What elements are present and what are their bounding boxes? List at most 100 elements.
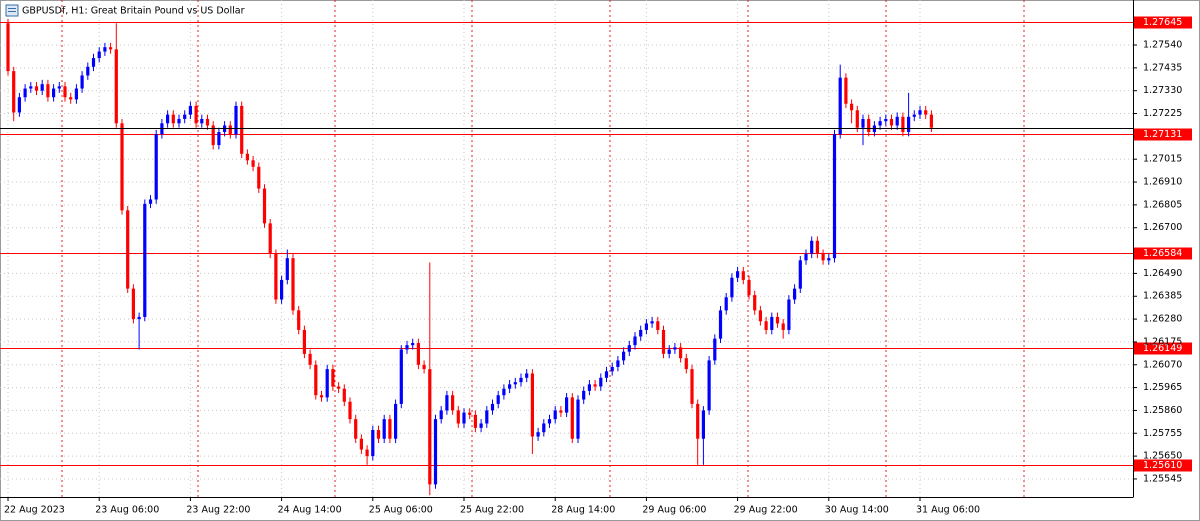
candle-body bbox=[217, 132, 221, 146]
candle-body bbox=[428, 369, 432, 485]
candle-body bbox=[291, 258, 295, 311]
candle-body bbox=[416, 343, 420, 365]
candle-body bbox=[644, 323, 648, 330]
candle-body bbox=[827, 258, 831, 261]
candle-body bbox=[502, 388, 506, 396]
candle-body bbox=[889, 118, 894, 126]
candle-body bbox=[399, 349, 403, 404]
candle-body bbox=[690, 369, 694, 404]
candles bbox=[0, 18, 1133, 496]
level-label: 1.26149 bbox=[1143, 343, 1182, 354]
candle-body bbox=[445, 395, 449, 411]
candle-body bbox=[764, 321, 768, 330]
y-tick-label: 1.25545 bbox=[1143, 473, 1182, 484]
candle-body bbox=[542, 423, 546, 433]
candle-body bbox=[228, 125, 232, 135]
candle-body bbox=[154, 134, 158, 200]
y-tick-label: 1.26070 bbox=[1143, 359, 1182, 370]
candle-body bbox=[177, 118, 181, 124]
candle-body bbox=[793, 288, 797, 300]
candle-body bbox=[319, 395, 324, 398]
candle-body bbox=[912, 114, 916, 117]
candle-body bbox=[468, 412, 472, 415]
candle-body bbox=[34, 86, 39, 91]
y-tick-label: 1.27015 bbox=[1143, 154, 1182, 165]
candle-body bbox=[40, 84, 44, 91]
y-tick-label: 1.26910 bbox=[1143, 177, 1182, 188]
candle-body bbox=[627, 345, 631, 352]
levels: 1.27645 1.27131 1.26584 1.26149 1.25610 bbox=[0, 16, 1192, 472]
candle-body bbox=[143, 203, 147, 317]
candle-body bbox=[861, 118, 865, 128]
y-tick-label: 1.26175 bbox=[1143, 336, 1182, 347]
candle-body bbox=[245, 153, 249, 161]
candle-body bbox=[103, 47, 107, 52]
candle-body bbox=[559, 410, 563, 413]
candle-body bbox=[656, 321, 660, 330]
candle-body bbox=[565, 397, 569, 413]
candle-body bbox=[741, 271, 745, 280]
candle-body bbox=[679, 347, 683, 359]
level-label: 1.26584 bbox=[1143, 248, 1182, 259]
candle-body bbox=[536, 432, 540, 437]
y-tick-label: 1.25965 bbox=[1143, 382, 1182, 393]
candle-body bbox=[388, 419, 392, 439]
candle-body bbox=[485, 410, 489, 424]
candle-body bbox=[394, 403, 398, 439]
x-tick-label: 25 Aug 22:00 bbox=[460, 505, 524, 516]
y-tick-label: 1.27330 bbox=[1143, 85, 1182, 96]
candle-body bbox=[262, 188, 267, 224]
candle-body bbox=[171, 114, 175, 124]
chart-icon bbox=[5, 4, 19, 17]
level-label-box bbox=[1134, 128, 1192, 141]
candle-body bbox=[878, 121, 882, 126]
candle-body bbox=[804, 253, 808, 261]
candle-body bbox=[508, 384, 512, 389]
candle-body bbox=[895, 116, 899, 126]
candle-body bbox=[736, 271, 740, 278]
candle-body bbox=[599, 377, 603, 387]
candle-body bbox=[701, 410, 705, 439]
candle-body bbox=[331, 369, 335, 387]
chart-title: GBPUSDf, H1: Great Britain Pound vs US D… bbox=[22, 6, 245, 17]
candle-body bbox=[451, 395, 455, 411]
candle-body bbox=[354, 419, 358, 439]
y-tick-label: 1.27435 bbox=[1143, 62, 1182, 73]
candle-body bbox=[770, 316, 774, 330]
candle-body bbox=[302, 329, 306, 354]
candle-body bbox=[519, 377, 523, 383]
candle-body bbox=[382, 419, 386, 439]
candle-body bbox=[696, 403, 700, 439]
candle-body bbox=[376, 430, 381, 439]
level-label: 1.27131 bbox=[1143, 129, 1182, 140]
candle-body bbox=[775, 316, 780, 324]
candle-body bbox=[46, 84, 50, 98]
candle-body bbox=[838, 77, 842, 135]
level-label: 1.25610 bbox=[1143, 460, 1182, 471]
candle-body bbox=[234, 105, 238, 135]
candle-body bbox=[268, 223, 272, 254]
candle-body bbox=[194, 105, 198, 124]
y-tick-label: 1.25860 bbox=[1143, 405, 1182, 416]
y-tick-label: 1.26280 bbox=[1143, 314, 1182, 325]
axis-labels: 1.27540 1.27435 1.27330 1.27225 1.27015 1.269… bbox=[4, 40, 1182, 516]
candle-body bbox=[587, 384, 591, 391]
candle-body bbox=[137, 316, 141, 320]
candle-body bbox=[855, 110, 859, 128]
candle-body bbox=[718, 310, 723, 339]
candle-body bbox=[348, 401, 352, 420]
candle-body bbox=[553, 410, 557, 420]
candle-body bbox=[810, 240, 814, 254]
candle-body bbox=[23, 88, 27, 98]
candle-body bbox=[69, 97, 73, 100]
x-tick-label: 22 Aug 2023 bbox=[4, 505, 65, 516]
candle-body bbox=[867, 118, 871, 133]
candle-body bbox=[479, 423, 483, 428]
candle-body bbox=[240, 105, 244, 154]
x-tick-label: 25 Aug 06:00 bbox=[369, 505, 433, 516]
candle-body bbox=[884, 118, 888, 122]
candle-body bbox=[6, 23, 10, 72]
candle-body bbox=[86, 66, 90, 76]
candle-body bbox=[188, 105, 192, 115]
candle-body bbox=[205, 118, 210, 126]
